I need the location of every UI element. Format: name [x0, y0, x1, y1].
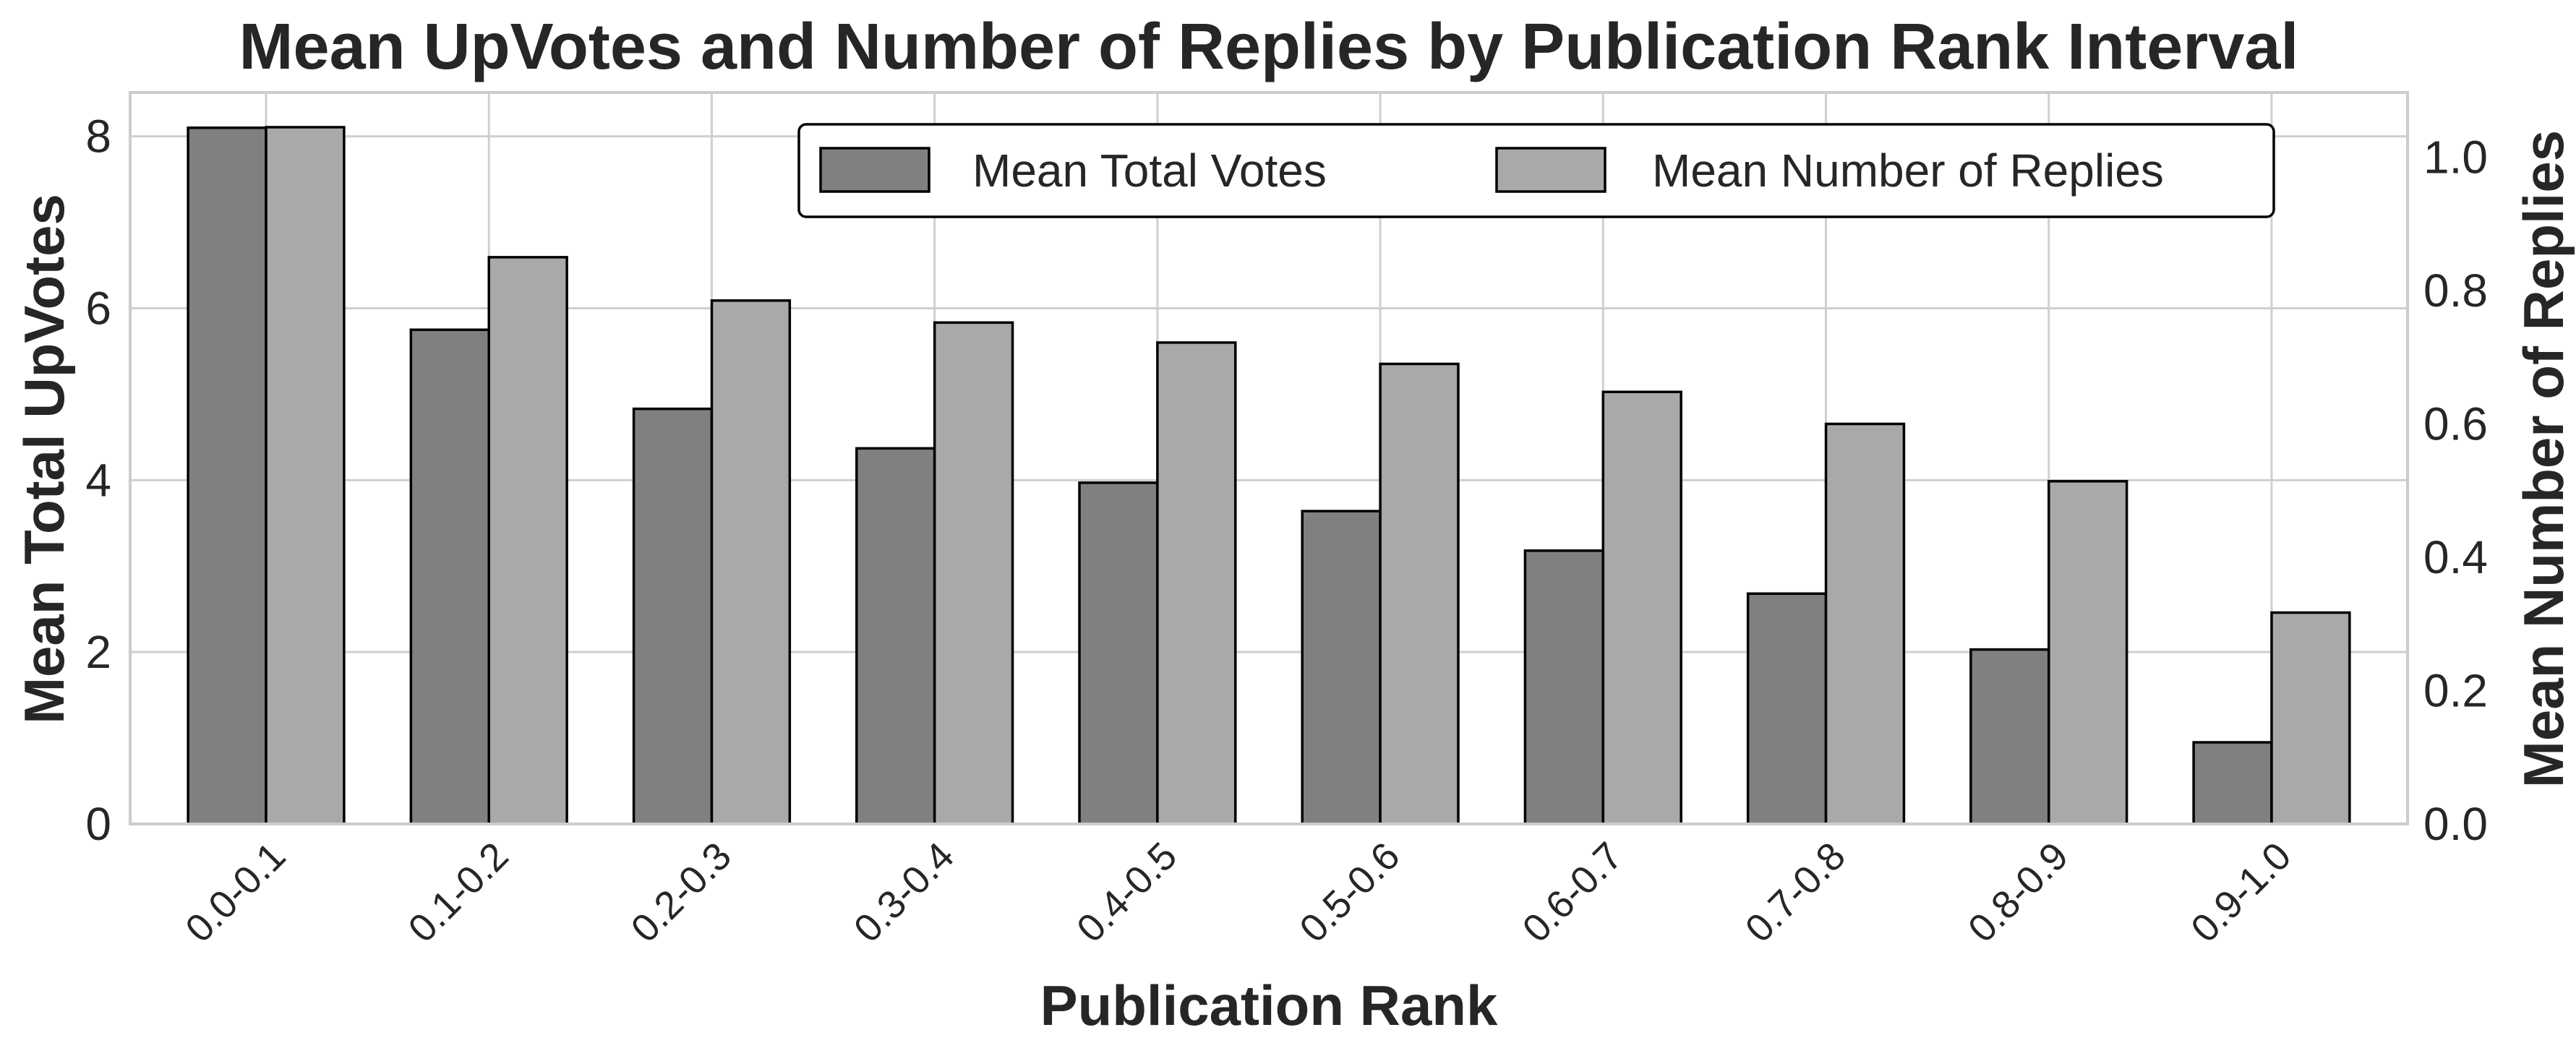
bar-mean-total-votes: [632, 407, 714, 825]
x-tick-label: 0.6-0.7: [1515, 834, 1631, 950]
bar-mean-number-of-replies: [1824, 422, 1906, 825]
y-tick-right: 0.8: [2423, 265, 2488, 317]
left-y-axis-label: Mean Total UpVotes: [12, 194, 76, 724]
y-tick-left: 0: [85, 798, 111, 850]
y-tick-left: 4: [85, 454, 111, 506]
bar-mean-number-of-replies: [487, 256, 568, 825]
legend: Mean Total Votes Mean Number of Replies: [797, 123, 2275, 218]
y-tick-left: 2: [85, 626, 111, 678]
y-tick-right: 1.0: [2423, 131, 2488, 183]
bar-mean-number-of-replies: [710, 299, 792, 825]
x-tick-label: 0.9-1.0: [2183, 834, 2299, 950]
bar-mean-total-votes: [1301, 510, 1382, 825]
bar-mean-total-votes: [1969, 648, 2050, 825]
plot-frame: [129, 91, 2409, 825]
legend-label: Mean Number of Replies: [1652, 145, 2164, 197]
bar-mean-total-votes: [2192, 741, 2273, 825]
x-tick-label: 0.0-0.1: [177, 834, 294, 950]
bar-mean-total-votes: [187, 126, 268, 825]
y-tick-right: 0.0: [2423, 798, 2488, 850]
x-tick-label: 0.5-0.6: [1291, 834, 1408, 950]
legend-label: Mean Total Votes: [972, 145, 1327, 197]
bar-mean-number-of-replies: [1601, 390, 1682, 825]
bar-mean-number-of-replies: [2047, 480, 2128, 825]
left-y-ticks: 0 2 4 6 8: [85, 111, 111, 850]
bar-mean-number-of-replies: [1379, 362, 1460, 825]
y-tick-right: 0.6: [2423, 398, 2488, 450]
legend-swatch: [819, 147, 930, 193]
bar-mean-number-of-replies: [2270, 611, 2351, 825]
bar-mean-number-of-replies: [933, 321, 1014, 825]
bar-mean-total-votes: [1078, 481, 1159, 825]
bar-mean-total-votes: [1523, 549, 1605, 825]
x-tick-label: 0.3-0.4: [846, 834, 962, 950]
y-tick-right: 0.4: [2423, 531, 2488, 583]
y-tick-left: 6: [85, 282, 111, 334]
bar-mean-number-of-replies: [1156, 341, 1237, 825]
x-tick-label: 0.7-0.8: [1737, 834, 1854, 950]
bar-mean-number-of-replies: [265, 126, 346, 825]
x-axis-label: Publication Rank: [1040, 974, 1498, 1037]
bar-mean-total-votes: [855, 447, 936, 825]
x-tick-label: 0.2-0.3: [623, 834, 740, 950]
x-ticks: 0.0-0.1 0.1-0.2 0.2-0.3 0.3-0.4 0.4-0.5 0.5-0…: [177, 834, 2299, 950]
bars: [187, 126, 2351, 825]
bar-mean-total-votes: [409, 328, 490, 825]
x-tick-label: 0.4-0.5: [1069, 834, 1185, 950]
legend-swatch: [1495, 147, 1606, 193]
y-tick-right: 0.2: [2423, 664, 2488, 716]
x-tick-label: 0.1-0.2: [400, 834, 516, 950]
right-y-axis-label: Mean Number of Replies: [2512, 130, 2575, 788]
x-tick-label: 0.8-0.9: [1960, 834, 2076, 950]
bar-mean-total-votes: [1746, 592, 1828, 825]
y-tick-left: 8: [85, 111, 111, 163]
right-y-ticks: 0.0 0.2 0.4 0.6 0.8 1.0: [2423, 131, 2488, 850]
chart-title: Mean UpVotes and Number of Replies by Pu…: [239, 11, 2299, 83]
